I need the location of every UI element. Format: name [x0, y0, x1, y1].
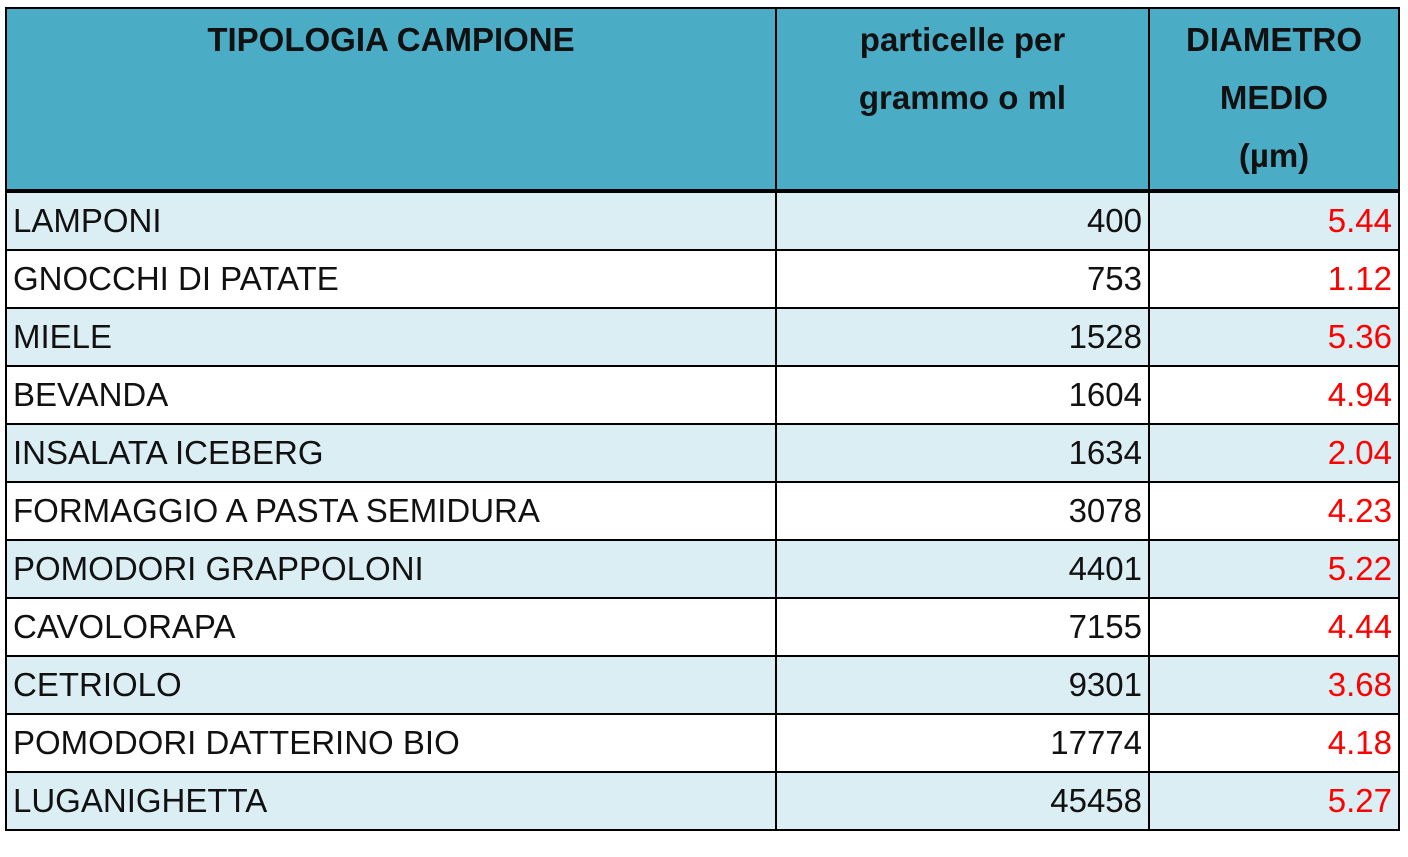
mean-diameter: 4.18 — [1148, 713, 1400, 773]
sample-type: LUGANIGHETTA — [5, 771, 777, 831]
table-row: MIELE 1528 5.36 — [5, 307, 1400, 367]
sample-type: POMODORI DATTERINO BIO — [5, 713, 777, 773]
particle-count: 17774 — [775, 713, 1150, 773]
data-table: TIPOLOGIA CAMPIONE particelle per grammo o… — [5, 7, 1400, 831]
sample-type: GNOCCHI DI PATATE — [5, 249, 777, 309]
table-body: LAMPONI 400 5.44 GNOCCHI DI PATATE 753 1.12 MI… — [5, 190, 1400, 831]
table-row: LUGANIGHETTA 45458 5.27 — [5, 771, 1400, 831]
header-line: particelle per — [859, 21, 1066, 58]
mean-diameter: 4.44 — [1148, 597, 1400, 657]
mean-diameter: 2.04 — [1148, 423, 1400, 483]
sample-type: INSALATA ICEBERG — [5, 423, 777, 483]
sample-type: CAVOLORAPA — [5, 597, 777, 657]
header-line: MEDIO — [1219, 79, 1329, 116]
mean-diameter: 5.36 — [1148, 307, 1400, 367]
sample-type: MIELE — [5, 307, 777, 367]
mean-diameter: 1.12 — [1148, 249, 1400, 309]
table-row: INSALATA ICEBERG 1634 2.04 — [5, 423, 1400, 483]
particle-count: 45458 — [775, 771, 1150, 831]
particle-count: 7155 — [775, 597, 1150, 657]
particle-count: 4401 — [775, 539, 1150, 599]
table-row: LAMPONI 400 5.44 — [5, 190, 1400, 251]
table-header: TIPOLOGIA CAMPIONE particelle per grammo o… — [5, 7, 1400, 193]
mean-diameter: 3.68 — [1148, 655, 1400, 715]
particle-count: 9301 — [775, 655, 1150, 715]
sample-type: POMODORI GRAPPOLONI — [5, 539, 777, 599]
table-row: POMODORI GRAPPOLONI 4401 5.22 — [5, 539, 1400, 599]
particle-count: 753 — [775, 249, 1150, 309]
table-row: CETRIOLO 9301 3.68 — [5, 655, 1400, 715]
particle-count: 1604 — [775, 365, 1150, 425]
header-row: TIPOLOGIA CAMPIONE particelle per grammo o… — [5, 7, 1400, 193]
header-line: TIPOLOGIA CAMPIONE — [207, 21, 575, 58]
mean-diameter: 4.23 — [1148, 481, 1400, 541]
particle-count: 1528 — [775, 307, 1150, 367]
particle-count: 400 — [775, 190, 1150, 251]
mean-diameter: 5.44 — [1148, 190, 1400, 251]
table-row: POMODORI DATTERINO BIO 17774 4.18 — [5, 713, 1400, 773]
header-line: (µm) — [1238, 137, 1310, 174]
mean-diameter: 5.22 — [1148, 539, 1400, 599]
header-line: grammo o ml — [858, 79, 1067, 116]
column-header: TIPOLOGIA CAMPIONE — [5, 7, 777, 193]
sample-type: LAMPONI — [5, 190, 777, 251]
column-header: particelle per grammo o ml — [775, 7, 1150, 193]
mean-diameter: 5.27 — [1148, 771, 1400, 831]
sample-type: CETRIOLO — [5, 655, 777, 715]
table-row: FORMAGGIO A PASTA SEMIDURA 3078 4.23 — [5, 481, 1400, 541]
particle-count: 3078 — [775, 481, 1150, 541]
sample-type: FORMAGGIO A PASTA SEMIDURA — [5, 481, 777, 541]
header-line: DIAMETRO — [1186, 21, 1362, 58]
sample-type: BEVANDA — [5, 365, 777, 425]
table-row: CAVOLORAPA 7155 4.44 — [5, 597, 1400, 657]
particle-count: 1634 — [775, 423, 1150, 483]
column-header: DIAMETRO MEDIO (µm) — [1148, 7, 1400, 193]
mean-diameter: 4.94 — [1148, 365, 1400, 425]
table-row: BEVANDA 1604 4.94 — [5, 365, 1400, 425]
table-row: GNOCCHI DI PATATE 753 1.12 — [5, 249, 1400, 309]
